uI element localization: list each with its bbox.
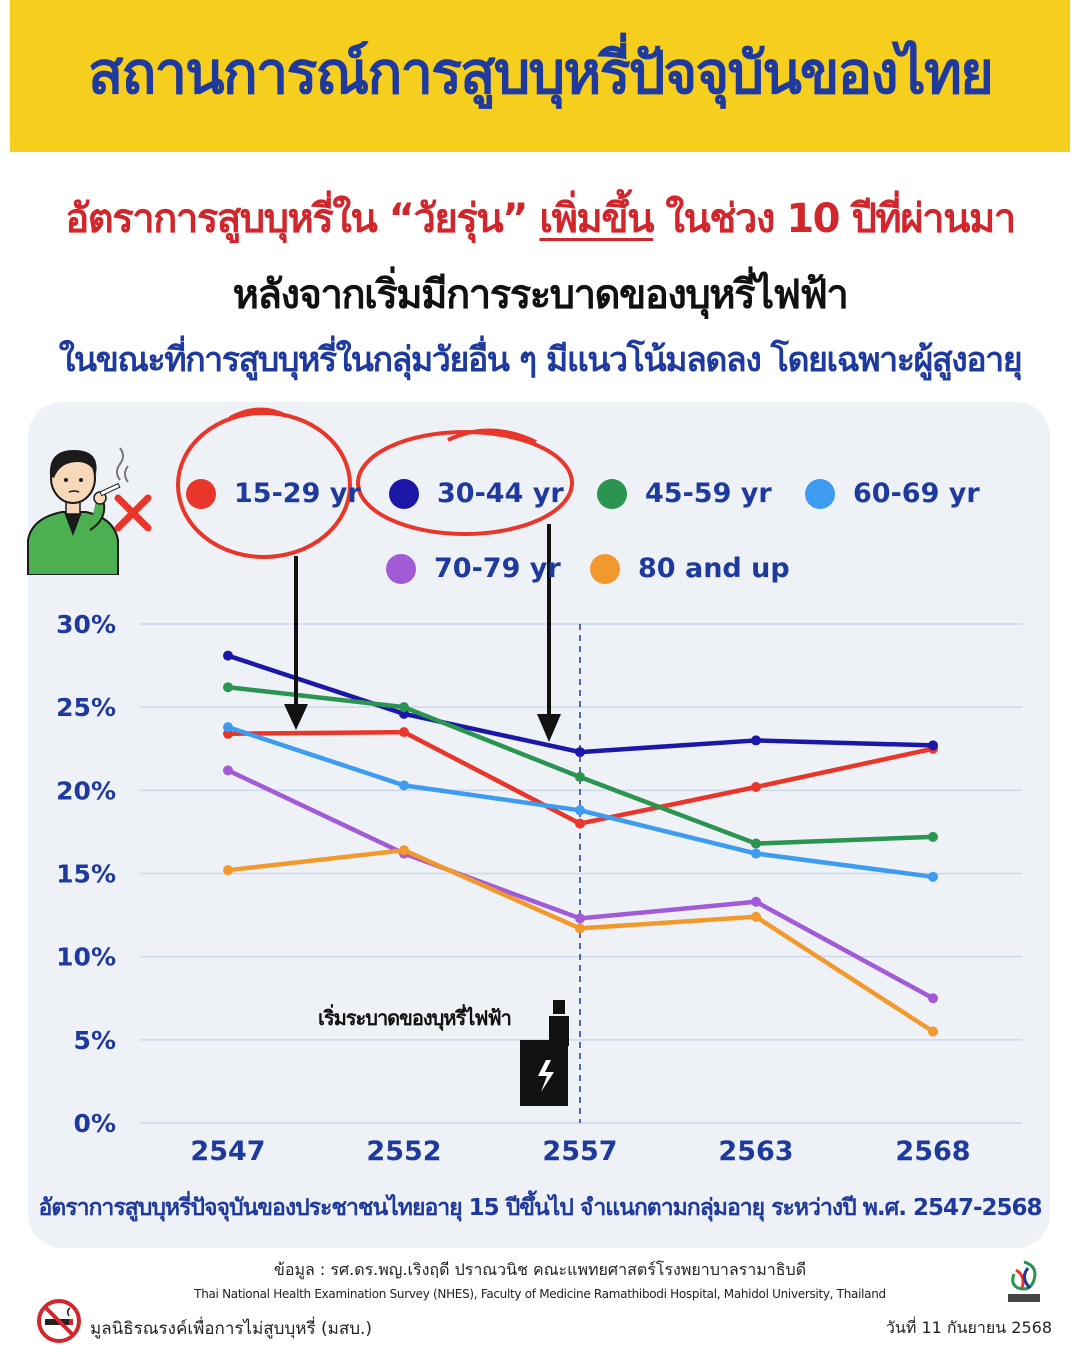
series-45-59-yr [223,682,938,849]
legend-item-60-69: 60-69 yr [805,478,980,509]
data-point [751,911,761,922]
data-point [399,702,409,713]
legend-label-45-59: 45-59 yr [645,478,772,509]
legend-label-60-69: 60-69 yr [853,478,980,509]
data-point [751,782,761,793]
legend-item-30-44: 30-44 yr [389,478,564,509]
publish-date: วันที่ 11 กันยายน 2568 [885,1318,1052,1337]
data-point [751,848,761,859]
page-title: สถานการณ์การสูบบุหรี่ปัจจุบันของไทย [87,38,994,107]
data-point [928,993,938,1004]
data-point [928,831,938,842]
headline-line-3: ในขณะที่การสูบบุหรี่ในกลุ่มวัยอื่น ๆ มีแ… [58,340,1023,380]
x-tick-label: 2563 [718,1136,793,1167]
data-point [751,735,761,746]
no-smoking-icon [37,1299,81,1343]
y-tick-label: 10% [56,943,116,972]
chart-grid [140,623,1022,1124]
data-point [575,805,585,816]
series-60-69-yr [223,722,938,882]
data-point [575,772,585,783]
data-point [928,871,938,882]
legend-label-80-up: 80 and up [638,553,790,584]
title-banner: สถานการณ์การสูบบุหรี่ปัจจุบันของไทย [10,0,1070,152]
data-point [575,923,585,934]
smoking-person-icon [27,447,152,575]
highlight-circle-30-44-tail [447,428,537,444]
x-axis-ticks: 2547 2552 2557 2563 2568 [190,1136,970,1167]
data-point [399,780,409,791]
data-point [223,650,233,661]
x-tick-label: 2568 [895,1136,970,1167]
y-tick-label: 25% [56,693,116,722]
legend-label-70-79: 70-79 yr [434,553,561,584]
data-point [223,682,233,693]
y-tick-label: 30% [56,610,116,639]
headline-line-2: หลังจากเริ่มมีการระบาดของบุหรี่ไฟฟ้า [232,272,849,318]
data-point [751,838,761,849]
vape-device-icon [520,1000,569,1106]
headline-line-1: อัตราการสูบบุหรี่ใน “วัยรุ่น” เพิ่มขึ้น … [0,186,1080,250]
y-tick-label: 0% [74,1109,116,1138]
chart-caption: อัตราการสูบบุหรี่ปัจจุบันของประชาชนไทยอา… [38,1195,1042,1221]
chart-panel [28,402,1050,1248]
foundation-name: มูลนิธิรณรงค์เพื่อการไม่สูบบุหรี่ (มสบ.) [90,1319,373,1339]
highlight-circle-15-29-tail [229,407,287,420]
legend-item-15-29: 15-29 yr [186,478,361,509]
headline-highlight: เพิ่มขึ้น [539,196,654,242]
data-point [399,727,409,738]
legend-dot-15-29 [186,478,216,509]
data-point [575,818,585,829]
data-point [751,896,761,907]
data-point [575,747,585,758]
x-tick-label: 2552 [366,1136,441,1167]
y-tick-label: 15% [56,860,116,889]
vape-annotation: เริ่มระบาดของบุหรี่ไฟฟ้า [318,1006,512,1030]
x-tick-label: 2547 [190,1136,265,1167]
legend-item-45-59: 45-59 yr [597,478,772,509]
source-survey: Thai National Health Examination Survey … [194,1287,886,1301]
y-tick-label: 20% [56,776,116,805]
legend-dot-45-59 [597,478,627,509]
highlight-circle-15-29 [176,411,352,559]
data-point [223,765,233,776]
x-tick-label: 2557 [542,1136,617,1167]
arrow-30-44 [537,524,561,742]
partner-logo-icon [1008,1260,1040,1302]
y-tick-label: 5% [74,1026,116,1055]
series-80-and-up [223,845,938,1037]
data-point [399,845,409,856]
data-point [928,1026,938,1037]
data-point [928,740,938,751]
headline-line-1-pre: อัตราการสูบบุหรี่ใน “วัยรุ่น” [65,196,540,242]
legend-dot-60-69 [805,478,835,509]
chart-series [223,650,938,1037]
arrow-15-29 [284,556,308,730]
data-point [223,865,233,876]
series-70-79-yr [223,765,938,1004]
data-point [575,913,585,924]
headline-line-1-post: ในช่วง 10 ปีที่ผ่านมา [652,196,1016,242]
source-credit: ข้อมูล : รศ.ดร.พญ.เริงฤดี ปราณวนิช คณะแพ… [273,1260,807,1279]
legend-label-15-29: 15-29 yr [234,478,361,509]
legend-item-70-79: 70-79 yr [386,553,561,584]
legend-dot-70-79 [386,553,416,584]
legend-dot-30-44 [389,478,419,509]
legend-dot-80-up [590,553,620,584]
y-axis-ticks: 0% 5% 10% 15% 20% 25% 30% [56,610,116,1138]
legend-label-30-44: 30-44 yr [437,478,564,509]
data-point [223,722,233,733]
series-30-44-yr [223,650,938,758]
legend-item-80-up: 80 and up [590,553,790,584]
